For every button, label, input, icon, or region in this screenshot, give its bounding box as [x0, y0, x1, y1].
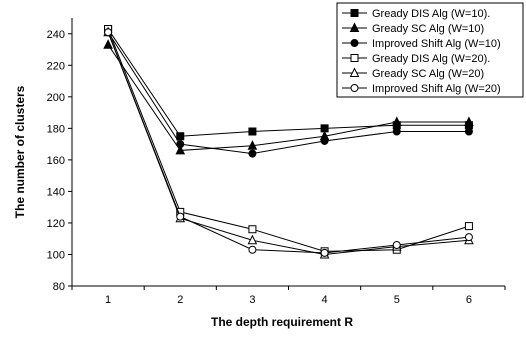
series-line [107, 28, 469, 137]
legend-entry: Gready SC Alg (W=10) [342, 22, 484, 35]
axes: 80 100 120 140 160 180 200 220 240 1 2 3 4 5 6 [47, 18, 506, 306]
x-tick-label: 1 [105, 294, 111, 306]
series-line [107, 32, 469, 254]
y-tick-label: 180 [47, 123, 65, 135]
y-tick-label: 100 [47, 249, 65, 261]
legend-label: Gready DIS Alg (W=10). [372, 8, 490, 20]
x-tick-label: 5 [394, 294, 400, 306]
data-point [176, 140, 185, 149]
legend-entry: Gready DIS Alg (W=10). [342, 8, 490, 20]
x-axis-title: The depth requirement R [211, 315, 353, 329]
data-point [247, 140, 258, 150]
legend-marker [350, 9, 359, 17]
data-point [248, 127, 257, 136]
y-tick-label: 120 [47, 218, 65, 230]
data-point [320, 248, 329, 257]
x-tick-label: 4 [322, 294, 328, 306]
data-point [248, 149, 257, 158]
series-line [107, 44, 469, 151]
legend-entry: Improved Shift Alg (W=10) [342, 38, 501, 50]
data-point [464, 116, 474, 127]
data-point [248, 225, 257, 234]
legend-box [336, 2, 524, 98]
y-tick-label: 200 [47, 92, 65, 104]
legend-label: Improved Shift Alg (W=10) [372, 38, 501, 50]
data-point [248, 245, 257, 254]
data-point [464, 222, 473, 231]
data-point [320, 136, 329, 145]
data-point [464, 127, 473, 136]
y-tick-label: 160 [47, 155, 65, 167]
legend-marker [350, 54, 359, 62]
legend-label: Gready DIS Alg (W=20). [372, 53, 490, 65]
legend-label: Gready SC Alg (W=10) [372, 23, 484, 35]
legend-marker [349, 22, 360, 32]
data-point [392, 127, 401, 136]
x-tick-label: 6 [466, 294, 472, 306]
data-point [176, 212, 185, 221]
series-line [107, 31, 469, 155]
data-point [103, 39, 113, 49]
series-2 [103, 39, 474, 155]
y-tick-label: 140 [47, 186, 65, 198]
legend-entry: Gready SC Alg (W=20) [342, 67, 484, 80]
data-point [247, 234, 258, 245]
y-tick-label: 220 [47, 60, 65, 72]
data-point [391, 116, 402, 127]
legend-entry: Improved Shift Alg (W=20) [342, 83, 501, 95]
series-6 [104, 28, 473, 257]
data-point [392, 241, 401, 250]
series-layer [103, 25, 474, 259]
data-point [175, 144, 186, 155]
legend-label: Improved Shift Alg (W=20) [372, 83, 501, 95]
x-tick-label: 3 [249, 294, 255, 306]
x-tick-label: 2 [177, 294, 183, 306]
y-tick-label: 80 [53, 281, 65, 293]
legend-marker [349, 67, 360, 77]
data-point [176, 132, 185, 141]
legend-marker [350, 39, 359, 47]
legend-label: Gready SC Alg (W=20) [372, 68, 484, 80]
legend-entry: Gready DIS Alg (W=20). [342, 53, 490, 65]
legend-marker [350, 84, 359, 92]
y-tick-label: 240 [47, 29, 65, 41]
data-point [104, 28, 113, 37]
data-point [464, 233, 473, 242]
y-axis-title: The number of clusters [13, 85, 27, 218]
legend: Gready DIS Alg (W=10). Gready SC Alg (W=1… [336, 2, 524, 98]
